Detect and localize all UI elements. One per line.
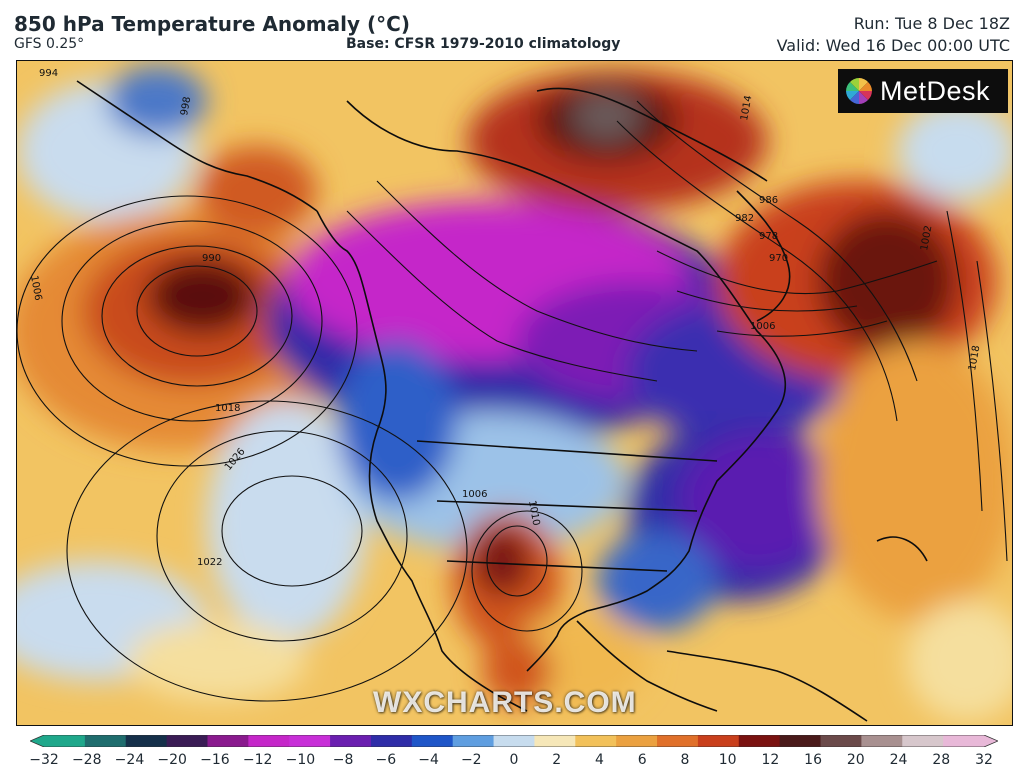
coastlines: [76, 80, 928, 722]
colorbar-tick-label: 8: [680, 752, 690, 768]
anomaly-map[interactable]: 994 998 990 1006 1018 1026 1022 1006 101…: [17, 61, 1012, 725]
colorbar-tick-label: 0: [509, 752, 519, 768]
isobar-label: 978: [759, 231, 778, 242]
pinwheel-logo-icon: [846, 78, 872, 104]
colorbar-segment: [861, 735, 903, 747]
isobar-label: 1018: [967, 345, 982, 372]
colorbar-segment: [820, 735, 862, 747]
watermark-text: WXCHARTS.COM: [373, 686, 637, 719]
colorbar-tick-label: −32: [29, 752, 59, 768]
isobar-label: 1006: [28, 275, 43, 302]
colorbar-segment: [44, 735, 86, 747]
run-time-label: Run: Tue 8 Dec 18Z: [853, 14, 1010, 33]
colorbar-tick-label: −8: [332, 752, 354, 768]
colorbar-tick-label: 20: [846, 752, 865, 768]
color-scale-segments: [30, 735, 998, 747]
colorbar-tick-label: 32: [975, 752, 993, 768]
colorbar-right-arrow: [984, 735, 998, 747]
colorbar-segment: [370, 735, 413, 747]
isobar-label: 1010: [526, 500, 541, 527]
colorbar-segment: [493, 735, 536, 747]
isobar-label: 998: [179, 96, 193, 117]
colorbar-tick-label: 16: [804, 752, 822, 768]
temperature-anomaly-field: [17, 66, 1012, 721]
isobar-label: 982: [735, 213, 754, 224]
map-panel[interactable]: 994 998 990 1006 1018 1026 1022 1006 101…: [16, 60, 1013, 726]
isobar-label: 1006: [750, 321, 775, 332]
colorbar-segment: [779, 735, 822, 747]
colorbar-tick-label: −28: [71, 752, 102, 768]
color-scale-bar[interactable]: [30, 735, 998, 747]
colorbar-tick-label: 24: [889, 752, 908, 768]
colorbar-segment: [248, 735, 290, 747]
metdesk-logo: MetDesk: [838, 69, 1008, 113]
isobar-label: 970: [769, 253, 788, 264]
colorbar-segment: [902, 735, 944, 747]
model-label: GFS 0.25°: [14, 36, 85, 52]
colorbar-tick-label: −20: [157, 752, 187, 768]
valid-time-label: Valid: Wed 16 Dec 00:00 UTC: [776, 36, 1010, 55]
colorbar-segment: [330, 735, 372, 747]
colorbar-segment: [411, 735, 454, 747]
colorbar-tick-label: 6: [637, 752, 647, 768]
colorbar-segment: [534, 735, 576, 747]
colorbar-segment: [452, 735, 495, 747]
isobar-label: 1022: [197, 557, 222, 568]
colorbar-tick-label: −4: [418, 752, 439, 768]
logo-text: MetDesk: [880, 75, 991, 106]
colorbar-tick-label: 10: [718, 752, 737, 768]
colorbar-segment: [289, 735, 331, 747]
colorbar-tick-label: −24: [114, 752, 145, 768]
colorbar-tick-label: −2: [460, 752, 482, 768]
colorbar-segment: [657, 735, 699, 747]
colorbar-tick-label: 4: [594, 752, 604, 768]
colorbar-segment: [207, 735, 249, 747]
colorbar-tick-label: −6: [375, 752, 397, 768]
colorbar-segment: [125, 735, 168, 747]
isobar-lines: [17, 100, 1008, 702]
isobar-label: 1006: [462, 489, 487, 500]
isobar-label: 986: [759, 195, 778, 206]
colorbar-segment: [943, 735, 985, 747]
isobar-label: 1014: [739, 95, 754, 122]
colorbar-tick-label: −12: [242, 752, 273, 768]
colorbar-segment: [84, 735, 127, 747]
colorbar-segment: [738, 735, 781, 747]
colorbar-tick-label: −16: [200, 752, 230, 768]
colorbar-segment: [166, 735, 209, 747]
colorbar-segment: [575, 735, 617, 747]
isobar-label: 1002: [919, 225, 934, 252]
color-scale-ticks: −32 −28 −24 −20 −16 −12 −10 −8 −6 −4 −2 0 2 4 6 8 10 12 16…: [0, 748, 1024, 772]
colorbar-tick-label: 12: [761, 752, 780, 768]
isobar-label: 990: [202, 253, 221, 264]
isobar-label: 1018: [215, 403, 240, 414]
colorbar-tick-label: 28: [932, 752, 951, 768]
colorbar-tick-label: −10: [285, 752, 316, 768]
base-climatology-label: Base: CFSR 1979-2010 climatology: [346, 36, 621, 52]
isobar-label: 994: [39, 68, 58, 79]
colorbar-segment: [616, 735, 658, 747]
chart-title: 850 hPa Temperature Anomaly (°C): [14, 12, 410, 36]
colorbar-segment: [697, 735, 740, 747]
colorbar-tick-label: 2: [552, 752, 562, 768]
colorbar-left-arrow: [30, 735, 44, 747]
